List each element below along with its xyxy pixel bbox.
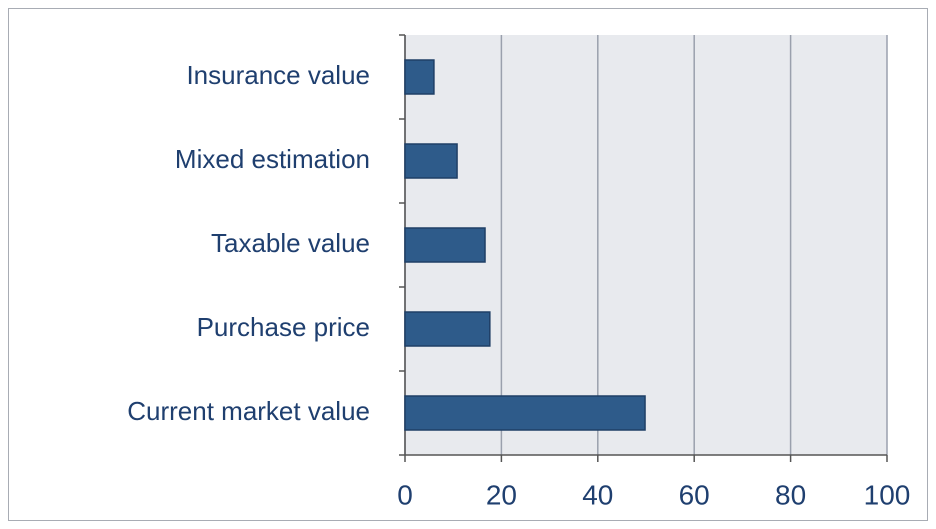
- bar: [404, 143, 458, 179]
- y-tick-label: Insurance value: [186, 60, 370, 90]
- bar: [404, 59, 435, 95]
- bar: [404, 311, 491, 347]
- x-tick-label: 40: [582, 479, 613, 510]
- bar: [404, 227, 486, 263]
- y-tick-label: Taxable value: [211, 228, 370, 258]
- y-tick-label: Purchase price: [197, 312, 370, 342]
- x-tick-label: 80: [775, 479, 806, 510]
- y-tick-label: Mixed estimation: [175, 144, 370, 174]
- x-tick-label: 20: [486, 479, 517, 510]
- y-tick-label: Current market value: [127, 396, 370, 426]
- x-tick-label: 100: [864, 479, 911, 510]
- x-tick-label: 60: [679, 479, 710, 510]
- x-tick-label: 0: [397, 479, 413, 510]
- bar: [404, 395, 646, 431]
